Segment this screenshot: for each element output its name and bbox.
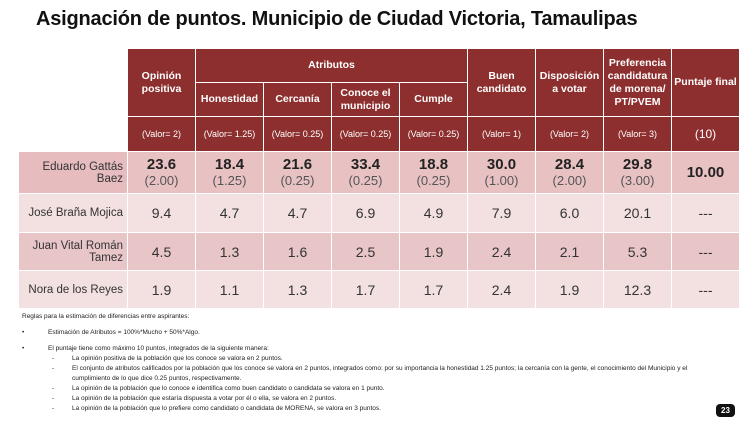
points: (2.00) bbox=[144, 173, 179, 188]
points: (3.00) bbox=[620, 173, 655, 188]
value-cell: 4.5 bbox=[127, 232, 196, 271]
page-number: 23 bbox=[716, 404, 735, 417]
valor-cell: (Valor= 2) bbox=[127, 116, 196, 152]
value-cell: 18.8 (0.25) bbox=[399, 151, 468, 194]
valor-cell: (Valor= 0.25) bbox=[399, 116, 468, 152]
value-cell: 7.9 bbox=[467, 193, 536, 233]
header-disposicion: Disposición a votar bbox=[535, 48, 604, 117]
bullet-atributos: Estimación de Atributos = 100%*Mucho + 5… bbox=[22, 328, 722, 338]
value-cell: 1.7 bbox=[399, 270, 468, 309]
value-cell: 4.7 bbox=[195, 193, 264, 233]
final-score: --- bbox=[671, 270, 740, 309]
valor-cell: (Valor= 1) bbox=[467, 116, 536, 152]
value-cell: 21.6 (0.25) bbox=[263, 151, 332, 194]
value-cell: 18.4 (1.25) bbox=[195, 151, 264, 194]
valor-cell: (Valor= 0.25) bbox=[263, 116, 332, 152]
final-score: --- bbox=[671, 232, 740, 271]
value: 29.8 bbox=[622, 156, 653, 173]
rule-item: La opinión de la población que lo prefie… bbox=[22, 404, 722, 414]
points: (0.25) bbox=[416, 173, 451, 188]
header-buen-candidato: Buen candidato bbox=[467, 48, 536, 117]
candidate-name: José Braña Mojica bbox=[18, 193, 128, 233]
header-atributos: Atributos bbox=[195, 48, 468, 83]
valor-cell: (10) bbox=[671, 116, 740, 152]
value-cell: 1.1 bbox=[195, 270, 264, 309]
blank-cell bbox=[18, 116, 128, 152]
value-cell: 9.4 bbox=[127, 193, 196, 233]
bullet-puntaje: El puntaje tiene como máximo 10 puntos, … bbox=[22, 344, 722, 354]
blank-corner bbox=[18, 48, 128, 117]
header-preferencia: Preferencia candidatura de morena/ PT/PV… bbox=[603, 48, 672, 117]
notes-heading: Reglas para la estimación de diferencias… bbox=[22, 313, 190, 320]
table-row: José Braña Mojica 9.4 4.7 4.7 6.9 4.9 7.… bbox=[18, 193, 740, 233]
value-cell: 29.8 (3.00) bbox=[603, 151, 672, 194]
value-cell: 20.1 bbox=[603, 193, 672, 233]
value-cell: 6.0 bbox=[535, 193, 604, 233]
header-conoce: Conoce el municipio bbox=[331, 82, 400, 117]
points-table: Opinión positiva Atributos Buen candidat… bbox=[18, 48, 740, 309]
header-opinion: Opinión positiva bbox=[127, 48, 196, 117]
value: 28.4 bbox=[554, 156, 585, 173]
rule-item: El conjunto de atributos calificados por… bbox=[22, 364, 722, 384]
rule-item: La opinión positiva de la población que … bbox=[22, 354, 722, 364]
table-row: Nora de los Reyes 1.9 1.1 1.3 1.7 1.7 2.… bbox=[18, 270, 740, 309]
header-cumple: Cumple bbox=[399, 82, 468, 117]
valor-cell: (Valor= 2) bbox=[535, 116, 604, 152]
value-cell: 1.7 bbox=[331, 270, 400, 309]
points: (2.00) bbox=[552, 173, 587, 188]
value-cell: 1.9 bbox=[127, 270, 196, 309]
value-cell: 4.7 bbox=[263, 193, 332, 233]
value-cell: 2.1 bbox=[535, 232, 604, 271]
candidate-name: Juan Vital Román Tamez bbox=[18, 232, 128, 271]
value: 33.4 bbox=[350, 156, 381, 173]
value-cell: 1.9 bbox=[399, 232, 468, 271]
value-cell: 1.9 bbox=[535, 270, 604, 309]
points: (1.00) bbox=[484, 173, 519, 188]
candidate-name: Eduardo Gattás Baez bbox=[18, 151, 128, 194]
value-cell: 12.3 bbox=[603, 270, 672, 309]
value: 18.4 bbox=[214, 156, 245, 173]
value-cell: 1.3 bbox=[195, 232, 264, 271]
value-cell: 2.5 bbox=[331, 232, 400, 271]
value-cell: 6.9 bbox=[331, 193, 400, 233]
rules-notes: Reglas para la estimación de diferencias… bbox=[22, 312, 722, 414]
value-cell: 30.0 (1.00) bbox=[467, 151, 536, 194]
value-cell: 1.6 bbox=[263, 232, 332, 271]
table-row: Juan Vital Román Tamez 4.5 1.3 1.6 2.5 1… bbox=[18, 232, 740, 271]
candidate-name: Nora de los Reyes bbox=[18, 270, 128, 309]
value-cell: 4.9 bbox=[399, 193, 468, 233]
page-title: Asignación de puntos. Municipio de Ciuda… bbox=[36, 8, 638, 30]
points: (1.25) bbox=[212, 173, 247, 188]
value: 30.0 bbox=[486, 156, 517, 173]
points: (0.25) bbox=[348, 173, 383, 188]
rule-item: La opinión de la población que lo conoce… bbox=[22, 384, 722, 394]
header-puntaje: Puntaje final bbox=[671, 48, 740, 117]
value-cell: 2.4 bbox=[467, 270, 536, 309]
header-cercania: Cercanía bbox=[263, 82, 332, 117]
table-row: Eduardo Gattás Baez 23.6 (2.00) 18.4 (1.25… bbox=[18, 151, 740, 194]
final-score: 10.00 bbox=[671, 151, 740, 194]
header-honestidad: Honestidad bbox=[195, 82, 264, 117]
value-cell: 23.6 (2.00) bbox=[127, 151, 196, 194]
valor-cell: (Valor= 3) bbox=[603, 116, 672, 152]
value-cell: 33.4 (0.25) bbox=[331, 151, 400, 194]
value-cell: 2.4 bbox=[467, 232, 536, 271]
rule-item: La opinión de la población que estaría d… bbox=[22, 394, 722, 404]
value-cell: 5.3 bbox=[603, 232, 672, 271]
valor-cell: (Valor= 1.25) bbox=[195, 116, 264, 152]
final-value: 10.00 bbox=[686, 164, 725, 181]
points: (0.25) bbox=[280, 173, 315, 188]
final-score: --- bbox=[671, 193, 740, 233]
value: 18.8 bbox=[418, 156, 449, 173]
value-cell: 28.4 (2.00) bbox=[535, 151, 604, 194]
value: 23.6 bbox=[146, 156, 177, 173]
valor-cell: (Valor= 0.25) bbox=[331, 116, 400, 152]
value: 21.6 bbox=[282, 156, 313, 173]
value-cell: 1.3 bbox=[263, 270, 332, 309]
